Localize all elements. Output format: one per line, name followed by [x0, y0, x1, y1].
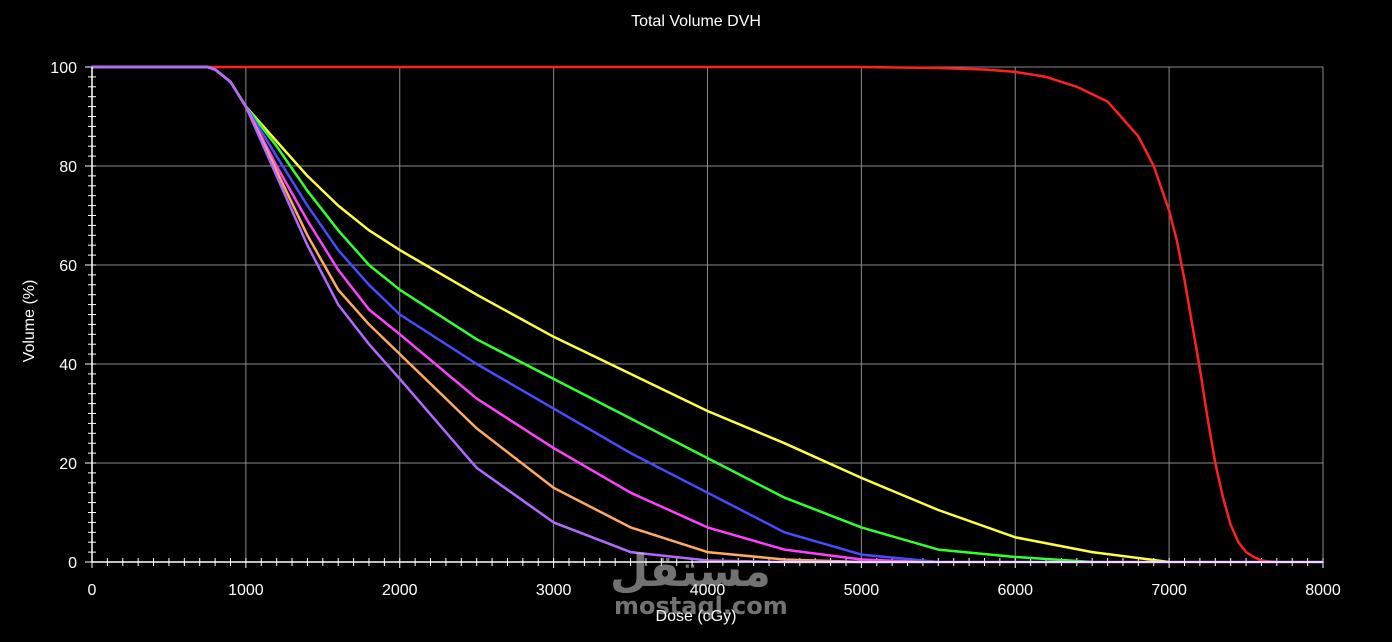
x-tick-label: 8000 [1305, 582, 1341, 599]
x-tick-label: 7000 [1151, 582, 1187, 599]
series-line-7 [90, 65, 1325, 564]
x-tick-label: 4000 [690, 582, 726, 599]
y-tick-label: 60 [59, 258, 77, 275]
series-line-1 [90, 65, 1279, 564]
x-axis-label: Dose (cGy) [656, 608, 737, 625]
y-tick-label: 20 [59, 456, 77, 473]
x-tick-label: 3000 [536, 582, 572, 599]
x-tick-label: 6000 [997, 582, 1033, 599]
y-tick-label: 80 [59, 159, 77, 176]
tick-labels: 0 1000 2000 3000 4000 5000 6000 7000 8000 0 20 40 60… [50, 60, 1341, 599]
x-tick-label: 0 [88, 582, 97, 599]
axes [91, 67, 1323, 563]
y-tick-label: 40 [59, 357, 77, 374]
y-tick-label: 100 [50, 60, 77, 77]
series-layer [90, 65, 1325, 564]
x-tick-label: 2000 [382, 582, 418, 599]
x-tick-label: 1000 [228, 582, 264, 599]
y-axis-label: Volume (%) [21, 280, 38, 363]
chart-title: Total Volume DVH [631, 13, 761, 30]
x-tick-label: 5000 [844, 582, 880, 599]
y-tick-label: 0 [68, 555, 77, 572]
